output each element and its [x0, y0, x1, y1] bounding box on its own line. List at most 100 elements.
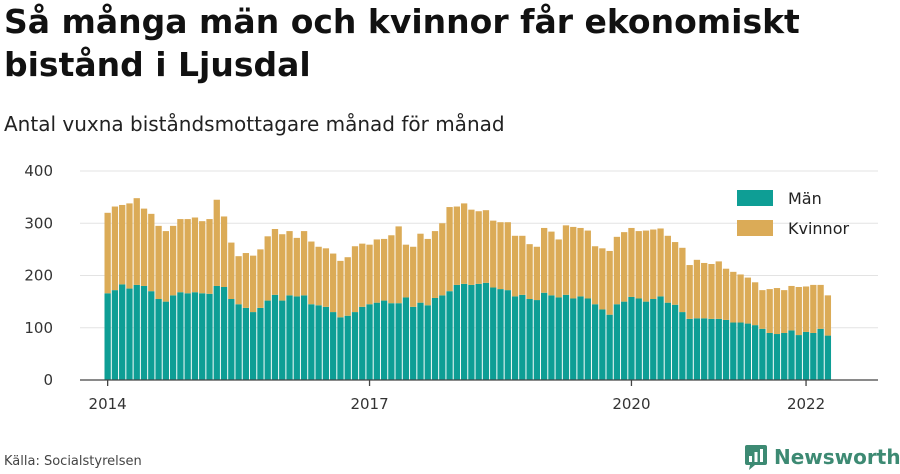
- y-tick-label: 400: [24, 162, 53, 180]
- bar-man: [824, 335, 832, 380]
- legend-label: Män: [788, 189, 822, 208]
- legend: Män Kvinnor: [737, 189, 849, 238]
- bar-kvinna: [344, 257, 351, 316]
- bar-man: [817, 328, 824, 380]
- bar-kvinna: [446, 207, 453, 292]
- chart-title: Så många män och kvinnor får ekonomiskt …: [4, 2, 800, 84]
- bar-kvinna: [359, 243, 366, 307]
- bar-kvinna: [388, 235, 395, 304]
- bar-man: [664, 302, 671, 380]
- bar-kvinna: [140, 208, 148, 286]
- bar-kvinna: [642, 230, 650, 302]
- bar-kvinna: [490, 220, 497, 288]
- bar-kvinna: [395, 226, 402, 304]
- bar-kvinna: [286, 231, 293, 296]
- bar-kvinna: [824, 295, 832, 336]
- bar-kvinna: [264, 236, 271, 301]
- bar-kvinna: [330, 253, 337, 313]
- bar-man: [453, 284, 460, 380]
- bar-man: [402, 297, 410, 380]
- bar-man: [555, 297, 562, 380]
- bar-kvinna: [417, 233, 424, 303]
- bar-kvinna: [577, 227, 584, 297]
- bar-kvinna: [373, 239, 380, 303]
- x-tick-label: 2020: [612, 395, 650, 413]
- bar-kvinna: [628, 227, 635, 297]
- bar-kvinna: [337, 260, 344, 318]
- bar-man: [570, 298, 577, 380]
- newsworthy-icon: [745, 445, 767, 470]
- bar-kvinna: [235, 256, 242, 305]
- bar-kvinna: [497, 222, 504, 290]
- bar-man: [693, 318, 701, 380]
- bar-man: [584, 298, 591, 380]
- brand-logo: Newsworthy: [744, 442, 900, 472]
- bar-man: [322, 306, 330, 380]
- bar-man: [795, 335, 802, 380]
- bar-kvinna: [439, 223, 446, 296]
- bar-man: [257, 307, 264, 380]
- bar-kvinna: [802, 286, 810, 332]
- bar-kvinna: [351, 246, 359, 313]
- bar-man: [606, 314, 613, 380]
- bar-man: [169, 295, 177, 380]
- bar-man: [599, 309, 606, 380]
- bar-kvinna: [635, 231, 642, 299]
- bar-man: [577, 296, 584, 380]
- bar-man: [701, 318, 708, 380]
- bar-man: [235, 304, 242, 380]
- bar-kvinna: [810, 284, 817, 333]
- bar-man: [395, 303, 402, 380]
- x-tick-label: 2014: [89, 395, 127, 413]
- bar-man: [191, 292, 199, 380]
- x-tick-label: 2017: [350, 395, 388, 413]
- bar-man: [242, 307, 250, 380]
- bar-kvinna: [701, 262, 708, 319]
- bar-man: [737, 322, 744, 380]
- bar-man: [300, 295, 308, 380]
- y-axis-ticks: 0 100 200 300 400: [24, 162, 53, 389]
- bar-kvinna: [548, 231, 555, 296]
- brand-name: Newsworthy: [774, 445, 900, 469]
- bar-kvinna: [795, 286, 802, 336]
- chart-subtitle: Antal vuxna biståndsmottagare månad för …: [4, 112, 505, 136]
- bar-man: [220, 286, 228, 380]
- bar-man: [635, 298, 642, 380]
- bar-kvinna: [366, 244, 373, 305]
- bar-kvinna: [162, 231, 169, 302]
- bar-kvinna: [482, 210, 490, 283]
- bar-man: [802, 331, 810, 380]
- bar-kvinna: [184, 219, 191, 294]
- bar-man: [184, 293, 191, 380]
- bar-man: [497, 289, 504, 380]
- bar-kvinna: [570, 226, 577, 299]
- y-tick-label: 0: [43, 371, 53, 389]
- bar-kvinna: [664, 235, 671, 303]
- bar-kvinna: [293, 237, 300, 297]
- bar-man: [373, 302, 380, 380]
- bar-kvinna: [708, 264, 715, 319]
- bar-kvinna: [671, 242, 679, 305]
- legend-label: Kvinnor: [788, 219, 849, 238]
- bar-kvinna: [148, 213, 155, 292]
- bar-man: [162, 301, 169, 380]
- bar-man: [359, 306, 366, 380]
- bar-kvinna: [431, 231, 439, 298]
- bar-kvinna: [315, 246, 322, 306]
- bar-man: [417, 302, 424, 380]
- bar-kvinna: [475, 211, 482, 284]
- stacked-bar-chart: 0 100 200 300 400 2014 2017 2020 2022 Män Kvinno…: [24, 162, 878, 413]
- bar-man: [315, 305, 322, 380]
- bar-kvinna: [693, 259, 701, 319]
- bar-kvinna: [257, 249, 264, 308]
- bar-man: [293, 296, 300, 380]
- bar-man: [686, 318, 693, 380]
- legend-swatch: [737, 220, 773, 236]
- bar-kvinna: [744, 277, 751, 324]
- bar-kvinna: [584, 230, 591, 299]
- bar-kvinna: [111, 206, 119, 291]
- bar-man: [177, 292, 184, 380]
- bar-man: [126, 288, 133, 380]
- bar-kvinna: [460, 203, 468, 284]
- bar-kvinna: [206, 219, 213, 294]
